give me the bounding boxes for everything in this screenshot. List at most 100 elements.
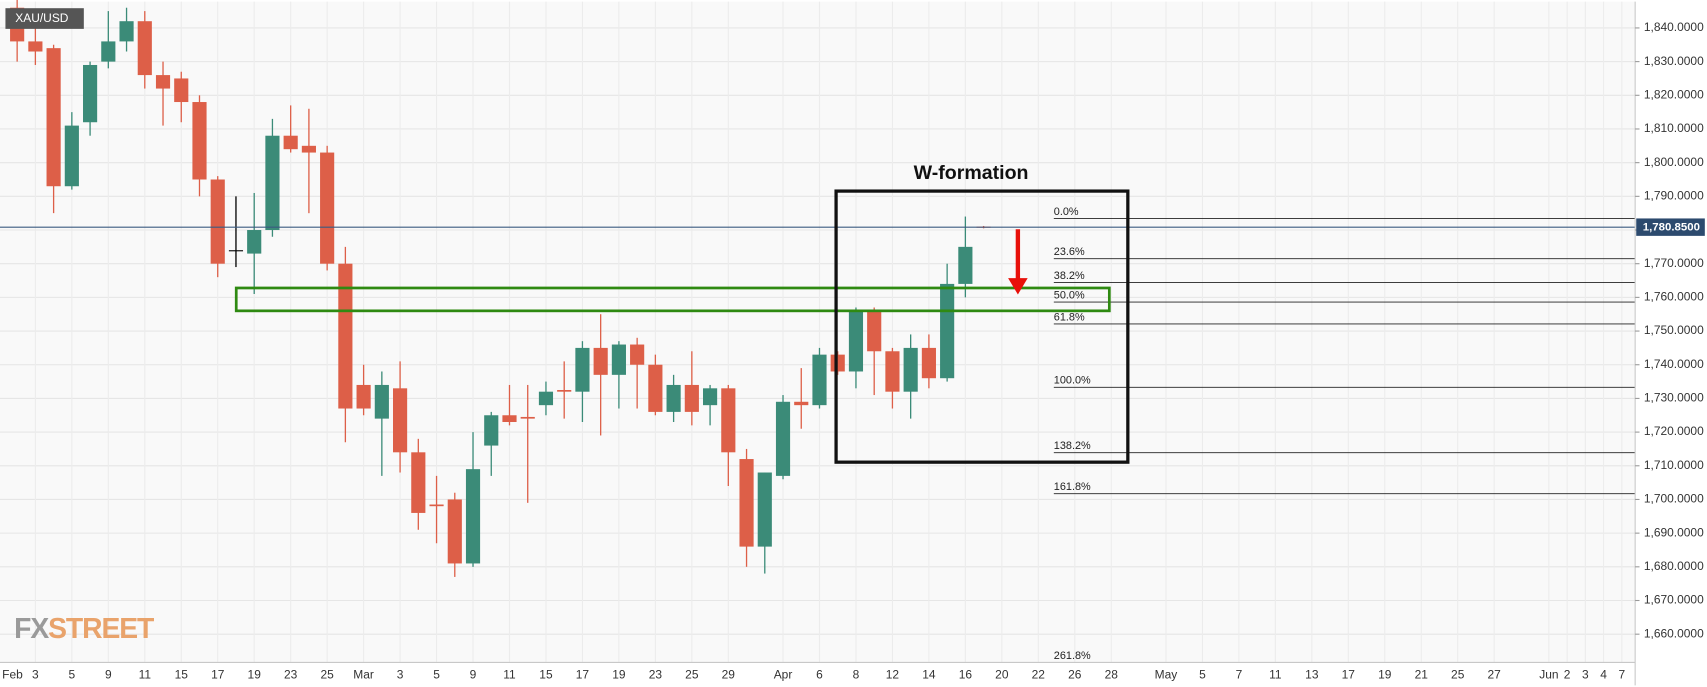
x-tick-label: 17 (1342, 668, 1356, 682)
candle-body (666, 384, 681, 412)
x-tick-label: 14 (922, 668, 936, 682)
fib-label: 61.8% (1054, 311, 1085, 323)
candle-body (356, 384, 371, 409)
candle-body (301, 145, 316, 153)
x-tick-label: 9 (105, 668, 112, 682)
x-tick-label: 5 (1199, 668, 1206, 682)
fib-label: 38.2% (1054, 270, 1085, 282)
support-zone (234, 286, 1111, 313)
y-tick-label: 1,730.0000 (1644, 391, 1704, 405)
x-tick-label: 11 (139, 668, 152, 682)
y-tick-label: 1,810.0000 (1644, 121, 1704, 135)
x-tick-label: Apr (774, 668, 793, 682)
x-tick-label: 23 (284, 668, 298, 682)
candle-body (265, 135, 280, 231)
annotation: W-formation (914, 162, 1029, 184)
x-tick-label: 19 (248, 668, 262, 682)
x-tick-label: 15 (175, 668, 189, 682)
y-tick-label: 1,800.0000 (1644, 155, 1704, 169)
x-tick-label: 21 (1415, 668, 1429, 682)
candle-body (192, 102, 207, 180)
x-tick-label: Mar (353, 668, 374, 682)
x-tick-label: 19 (1378, 668, 1392, 682)
candle-body (411, 452, 426, 513)
x-tick-label: 17 (211, 668, 225, 682)
candle-body (794, 401, 809, 406)
x-tick-label: 7 (1236, 668, 1243, 682)
y-tick-label: 1,740.0000 (1644, 357, 1704, 371)
candle-body (374, 384, 389, 419)
y-tick-label: 1,670.0000 (1644, 593, 1704, 607)
y-tick-label: 1,660.0000 (1644, 626, 1704, 640)
watermark: FXSTREET (14, 612, 154, 644)
x-tick-label: 4 (1600, 668, 1607, 682)
candle-body (465, 469, 481, 564)
x-tick-label: 29 (722, 668, 736, 682)
last-price-label: 1,780.8500 (1643, 222, 1700, 234)
y-tick-label: 1,690.0000 (1644, 525, 1704, 539)
candle-body (721, 388, 736, 453)
x-tick-label: 9 (470, 668, 477, 682)
x-tick-label: 5 (433, 668, 440, 682)
candle-body (228, 250, 244, 252)
plot-background (0, 1, 1636, 663)
y-tick-label: 1,710.0000 (1644, 458, 1704, 472)
candle-body (593, 347, 608, 375)
x-tick-label: 26 (1068, 668, 1082, 682)
w-formation-box (834, 189, 1130, 464)
candle-body (64, 125, 79, 187)
y-tick-label: 1,700.0000 (1644, 492, 1704, 506)
candle-body (903, 347, 918, 392)
candle-body (684, 384, 699, 412)
symbol: XAU/USD (15, 11, 69, 25)
watermark-street: STREET (48, 612, 154, 644)
candle-body (283, 135, 298, 150)
y-tick-label: 1,750.0000 (1644, 323, 1704, 337)
candle-body (775, 401, 791, 476)
y-tick-label: 1,840.0000 (1644, 20, 1704, 34)
fib-label: 23.6% (1054, 246, 1085, 258)
x-tick-label: 13 (1305, 668, 1319, 682)
x-tick-label: 11 (503, 668, 516, 682)
candle-body (155, 75, 171, 89)
x-tick-label: Jun (1539, 668, 1558, 682)
candle-body (119, 21, 134, 42)
x-tick-label: 12 (886, 668, 900, 682)
y-tick-label: 1,790.0000 (1644, 188, 1704, 202)
candle-body (921, 347, 936, 379)
y-tick-label: 1,720.0000 (1644, 424, 1704, 438)
candle-body (757, 472, 772, 547)
fib-label: 100.0% (1054, 375, 1091, 387)
candle-body (137, 21, 152, 76)
candle-body (648, 364, 663, 412)
x-tick-label: 20 (995, 668, 1009, 682)
x-tick-label: 16 (959, 668, 973, 682)
y-axis-panel (1635, 1, 1707, 686)
candle-body (848, 310, 864, 372)
candle-body (575, 347, 590, 392)
x-tick-label: May (1155, 668, 1178, 682)
x-tick-label: 28 (1105, 668, 1119, 682)
candle-body (958, 246, 973, 284)
x-tick-label: 6 (816, 668, 823, 682)
x-tick-label: 3 (1582, 668, 1589, 682)
candle-body (611, 344, 626, 375)
fib-label: 50.0% (1054, 289, 1085, 301)
candle-body (28, 41, 43, 52)
x-tick-label: 23 (649, 668, 663, 682)
candle-body (520, 416, 535, 419)
x-tick-label: 15 (539, 668, 553, 682)
x-tick-label: 19 (612, 668, 626, 682)
candle-body (484, 415, 499, 446)
x-tick-label: 3 (32, 668, 39, 682)
x-tick-label: 8 (853, 668, 860, 682)
candle-body (247, 230, 262, 254)
candle-body (630, 344, 645, 365)
candle-body (210, 179, 225, 264)
x-tick-label: 5 (69, 668, 76, 682)
y-tick-label: 1,770.0000 (1644, 256, 1704, 270)
candle-body (338, 263, 353, 409)
y-tick-label: 1,760.0000 (1644, 290, 1704, 304)
x-tick-label: 22 (1032, 668, 1046, 682)
